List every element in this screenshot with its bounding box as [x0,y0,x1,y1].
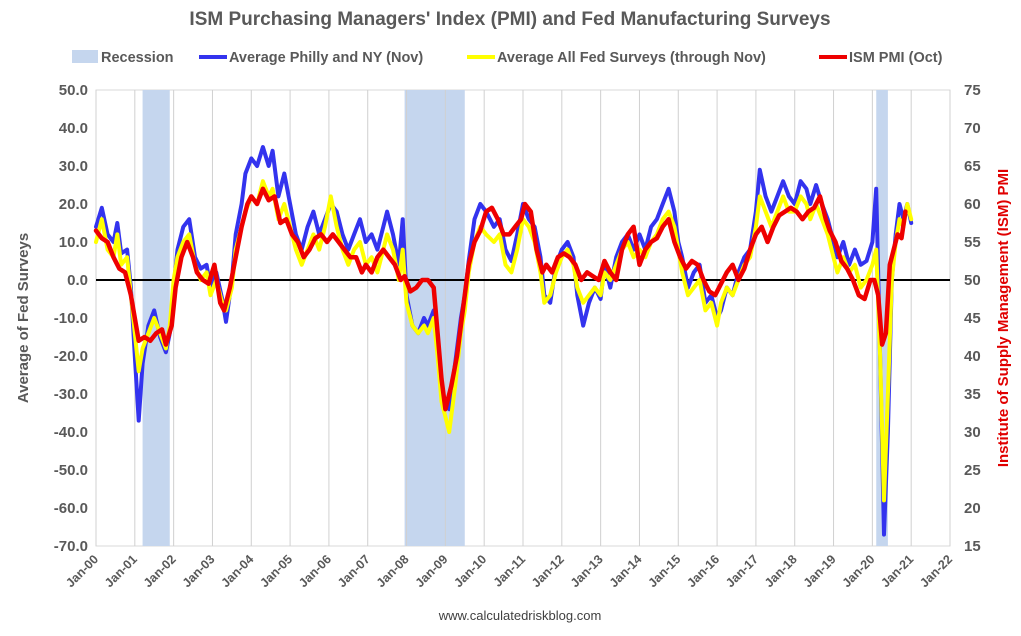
left-tick-label: 30.0 [59,158,88,175]
legend: Recession Average Philly and NY (Nov) Av… [72,50,943,66]
x-tick-label: Jan-12 [529,552,567,590]
x-tick-label: Jan-01 [102,552,140,590]
x-tick-label: Jan-06 [296,552,334,590]
x-tick-label: Jan-14 [607,552,645,590]
footer-source: www.calculatedriskblog.com [438,608,602,623]
x-tick-label: Jan-21 [878,552,916,590]
x-tick-label: Jan-17 [723,552,761,590]
left-tick-label: 10.0 [59,234,88,251]
legend-swatch-recession [72,50,98,63]
x-tick-label: Jan-15 [645,552,683,590]
legend-label-philly-ny: Average Philly and NY (Nov) [229,50,423,66]
left-tick-label: -70.0 [54,538,88,555]
right-tick-label: 75 [964,82,981,99]
right-axis-label: Institute of Supply Management (ISM) PMI [995,169,1012,467]
x-tick-label: Jan-05 [257,552,295,590]
x-tick-label: Jan-11 [491,552,528,589]
right-tick-label: 35 [964,386,981,403]
left-tick-label: -10.0 [54,310,88,327]
right-tick-label: 45 [964,310,981,327]
right-tick-label: 30 [964,424,981,441]
left-tick-label: -30.0 [54,386,88,403]
right-tick-label: 55 [964,234,981,251]
left-tick-label: 40.0 [59,120,88,137]
x-tick-label: Jan-03 [180,552,218,590]
x-tick-label: Jan-19 [801,552,839,590]
x-tick-label: Jan-13 [568,552,606,590]
chart-title: ISM Purchasing Managers' Index (PMI) and… [189,9,830,30]
x-axis-ticks: Jan-00 Jan-01 Jan-02 Jan-03 Jan-04 Jan-05 Jan-… [63,552,955,590]
left-axis-label: Average of Fed Surveys [15,233,32,403]
x-tick-label: Jan-09 [413,552,451,590]
x-tick-label: Jan-07 [335,552,373,590]
left-tick-label: 20.0 [59,196,88,213]
series-line-ism [93,186,908,412]
left-tick-label: -40.0 [54,424,88,441]
left-tick-label: -60.0 [54,500,88,517]
x-tick-label: Jan-20 [840,552,878,590]
right-tick-label: 70 [964,120,981,137]
x-tick-label: Jan-10 [451,552,489,590]
right-tick-label: 65 [964,158,981,175]
left-tick-label: 0.0 [67,272,88,289]
left-tick-label: 50.0 [59,82,88,99]
x-tick-label: Jan-02 [141,552,179,590]
right-tick-label: 20 [964,500,981,517]
right-tick-label: 15 [964,538,981,555]
x-tick-label: Jan-04 [218,552,256,590]
legend-label-all-fed: Average All Fed Surveys (through Nov) [497,50,766,66]
series-lines [93,145,914,537]
left-tick-label: -50.0 [54,462,88,479]
left-axis-ticks: 50.0 40.0 30.0 20.0 10.0 0.0 -10.0 -20.0 -30.0 -4… [54,82,88,555]
left-tick-label: -20.0 [54,348,88,365]
legend-label-recession: Recession [101,50,174,66]
x-tick-label: Jan-22 [917,552,955,590]
legend-label-ism: ISM PMI (Oct) [849,50,943,66]
x-tick-label: Jan-08 [374,552,412,590]
right-axis-ticks: 75 70 65 60 55 50 45 40 35 30 25 20 15 [964,82,981,555]
x-tick-label: Jan-00 [63,552,101,590]
right-tick-label: 60 [964,196,981,213]
right-tick-label: 40 [964,348,981,365]
right-tick-label: 25 [964,462,981,479]
x-tick-label: Jan-18 [762,552,800,590]
x-tick-label: Jan-16 [684,552,722,590]
right-tick-label: 50 [964,272,981,289]
